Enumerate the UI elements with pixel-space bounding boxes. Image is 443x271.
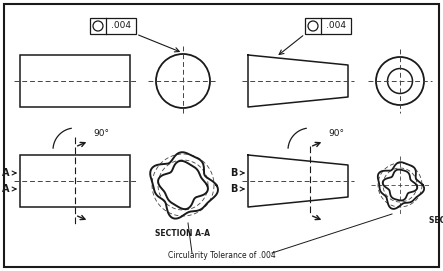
Text: B: B — [230, 184, 238, 194]
Text: A: A — [2, 168, 10, 178]
Text: .004: .004 — [326, 21, 346, 31]
Text: B: B — [230, 168, 238, 178]
Bar — [20, 155, 130, 207]
Circle shape — [376, 57, 424, 105]
Text: Circularity Tolerance of .004: Circularity Tolerance of .004 — [168, 251, 276, 260]
Circle shape — [308, 21, 318, 31]
Text: SECTION A-A: SECTION A-A — [155, 229, 210, 238]
Circle shape — [156, 54, 210, 108]
Bar — [90, 18, 136, 34]
Text: .004: .004 — [111, 21, 131, 31]
Text: 90°: 90° — [93, 128, 109, 137]
Bar — [305, 18, 351, 34]
Circle shape — [93, 21, 103, 31]
Text: A: A — [2, 184, 10, 194]
Text: 90°: 90° — [328, 128, 344, 137]
Circle shape — [388, 69, 412, 93]
Bar — [20, 55, 130, 107]
Text: SECTION B-B: SECTION B-B — [429, 216, 443, 225]
